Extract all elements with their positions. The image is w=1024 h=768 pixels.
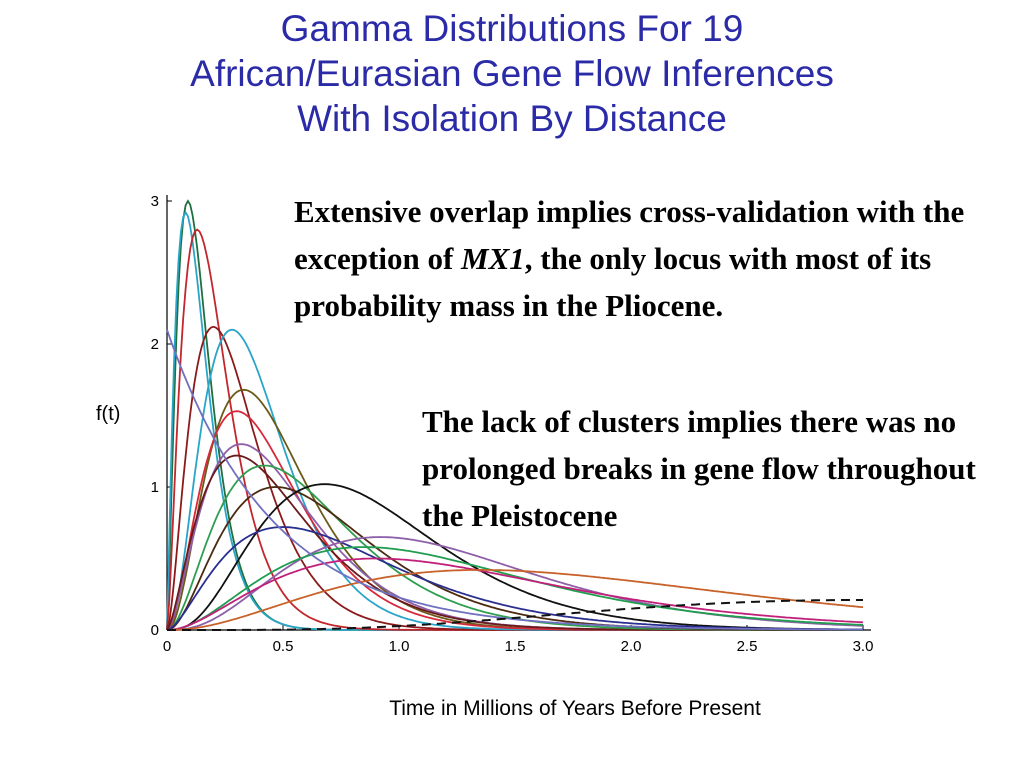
- y-tick-label: 2: [151, 336, 159, 353]
- y-tick-label: 0: [151, 622, 159, 639]
- gamma-curve-16: [166, 557, 864, 631]
- note-overlap-part2: , the only locus with most of its probab…: [294, 241, 932, 323]
- note-clusters: The lack of clusters implies there was n…: [422, 404, 976, 533]
- x-tick-label: 3.0: [853, 638, 874, 655]
- y-tick-label: 1: [151, 479, 159, 496]
- note-overlap: Extensive overlap implies cross-validati…: [294, 188, 1019, 329]
- x-tick-label: 2.0: [621, 638, 642, 655]
- note-overlap-locus: MX1: [461, 241, 525, 276]
- x-tick-label: 0.5: [273, 638, 294, 655]
- gamma-curve-19: [167, 599, 863, 631]
- x-tick-label: 2.5: [737, 638, 758, 655]
- x-tick-label: 1.0: [389, 638, 410, 655]
- x-axis-label: Time in Millions of Years Before Present: [389, 697, 761, 720]
- note-overlap-part1: Extensive overlap implies cross-validati…: [294, 194, 965, 276]
- gamma-curve-18: [166, 329, 863, 631]
- title-line-3: With Isolation By Distance: [297, 98, 727, 139]
- gamma-curve-15: [167, 546, 864, 631]
- x-tick-label: 0: [163, 638, 171, 655]
- slide-title: Gamma Distributions For 19 African/Euras…: [0, 6, 1024, 141]
- gamma-curve-17: [167, 569, 864, 631]
- title-line-2: African/Eurasian Gene Flow Inferences: [190, 53, 834, 94]
- y-tick-label: 3: [151, 193, 159, 210]
- title-line-1: Gamma Distributions For 19: [280, 8, 744, 49]
- x-tick-label: 1.5: [505, 638, 526, 655]
- y-axis-label: f(t): [96, 403, 121, 425]
- gamma-curve-14: [167, 536, 864, 631]
